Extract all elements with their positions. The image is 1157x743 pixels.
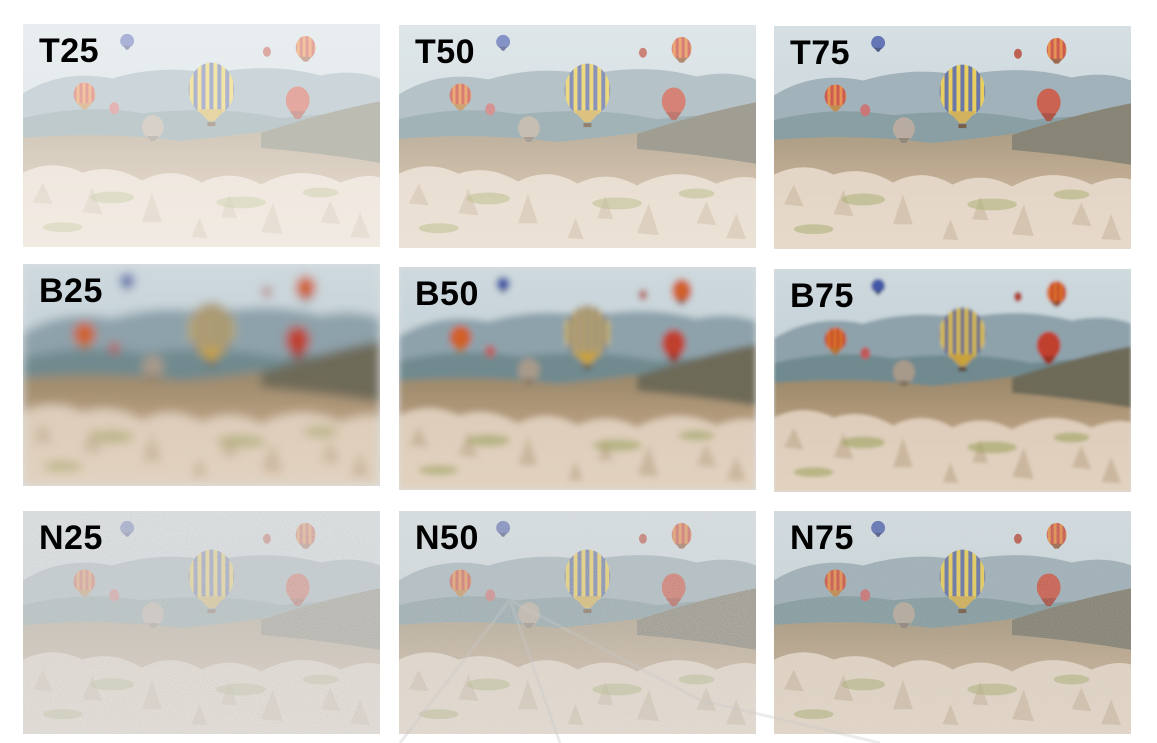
balloon-scene-image — [23, 511, 380, 734]
balloon-scene-image — [399, 511, 756, 734]
panel-t75: T75 — [774, 26, 1131, 249]
panel-label: N75 — [790, 519, 854, 557]
panel-label: B50 — [415, 275, 479, 313]
panel-label: N25 — [39, 519, 103, 557]
balloon-scene-image — [774, 511, 1131, 734]
panel-label: B75 — [790, 277, 854, 315]
panel-label: T50 — [415, 33, 476, 71]
panel-n50: N50 — [399, 511, 756, 734]
panel-t25: T25 — [23, 24, 380, 247]
panel-n25: N25 — [23, 511, 380, 734]
panel-label: N50 — [415, 519, 479, 557]
panel-label: B25 — [39, 272, 103, 310]
panel-b75: B75 — [774, 269, 1131, 492]
panel-n75: N75 — [774, 511, 1131, 734]
panel-label: T25 — [39, 32, 100, 70]
panel-label: T75 — [790, 34, 851, 72]
panel-b25: B25 — [23, 264, 380, 486]
panel-t50: T50 — [399, 25, 756, 248]
panel-b50: B50 — [399, 267, 756, 490]
